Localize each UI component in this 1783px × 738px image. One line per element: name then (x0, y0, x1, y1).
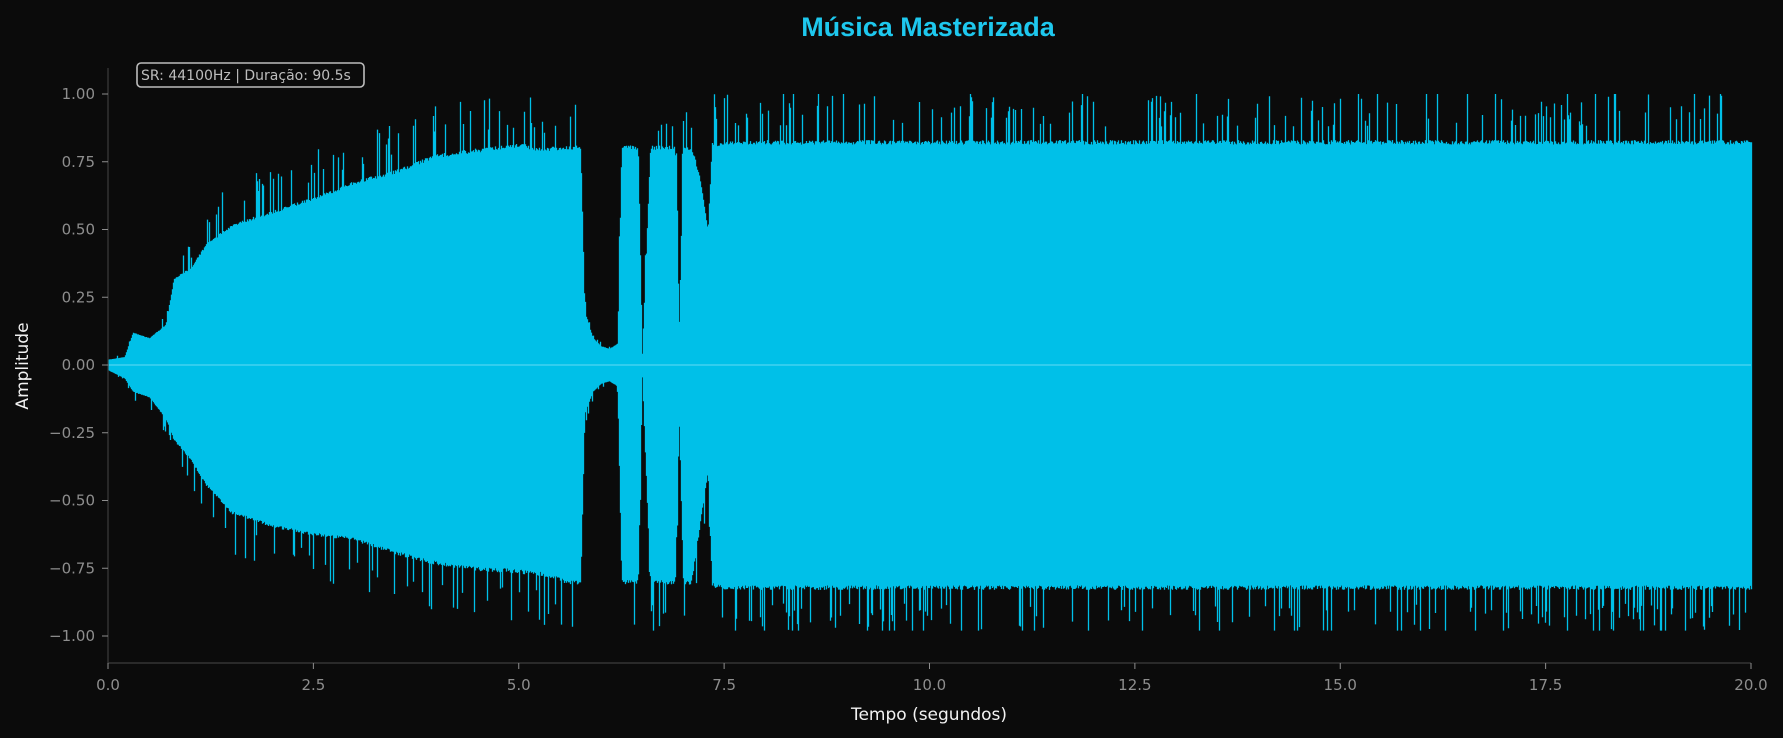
x-tick-label: 12.5 (1118, 676, 1151, 694)
y-tick-label: −1.00 (49, 627, 95, 645)
x-tick-label: 17.5 (1529, 676, 1562, 694)
x-tick-label: 0.0 (96, 676, 120, 694)
y-tick-label: −0.25 (49, 424, 95, 442)
x-tick-label: 20.0 (1734, 676, 1767, 694)
y-tick-label: 0.75 (62, 153, 95, 171)
y-tick-label: −0.75 (49, 559, 95, 577)
y-tick-label: 0.50 (62, 221, 95, 239)
y-tick-label: 1.00 (62, 85, 95, 103)
y-tick-label: 0.25 (62, 288, 95, 306)
y-axis-label: Amplitude (13, 322, 33, 409)
y-tick-label: −0.50 (49, 492, 95, 510)
x-axis-label: Tempo (segundos) (850, 705, 1007, 725)
info-box-frame (136, 62, 365, 88)
x-axis-ticks: 0.0 2.5 5.0 7.5 10.0 12.5 15.0 17.5 20.0 (96, 663, 1768, 694)
y-tick-label: 0.00 (62, 356, 95, 374)
x-tick-label: 5.0 (507, 676, 531, 694)
x-tick-label: 7.5 (712, 676, 736, 694)
x-tick-label: 10.0 (913, 676, 946, 694)
chart-title: Música Masterizada (801, 12, 1056, 42)
x-tick-label: 15.0 (1324, 676, 1357, 694)
info-box: SR: 44100Hz | Duração: 90.5s (136, 62, 365, 88)
y-axis-ticks: 1.00 0.75 0.50 0.25 0.00 −0.25 −0.50 −0.75 −1.00 (49, 85, 108, 645)
info-text: SR: 44100Hz | Duração: 90.5s (141, 68, 351, 84)
x-tick-label: 2.5 (301, 676, 325, 694)
